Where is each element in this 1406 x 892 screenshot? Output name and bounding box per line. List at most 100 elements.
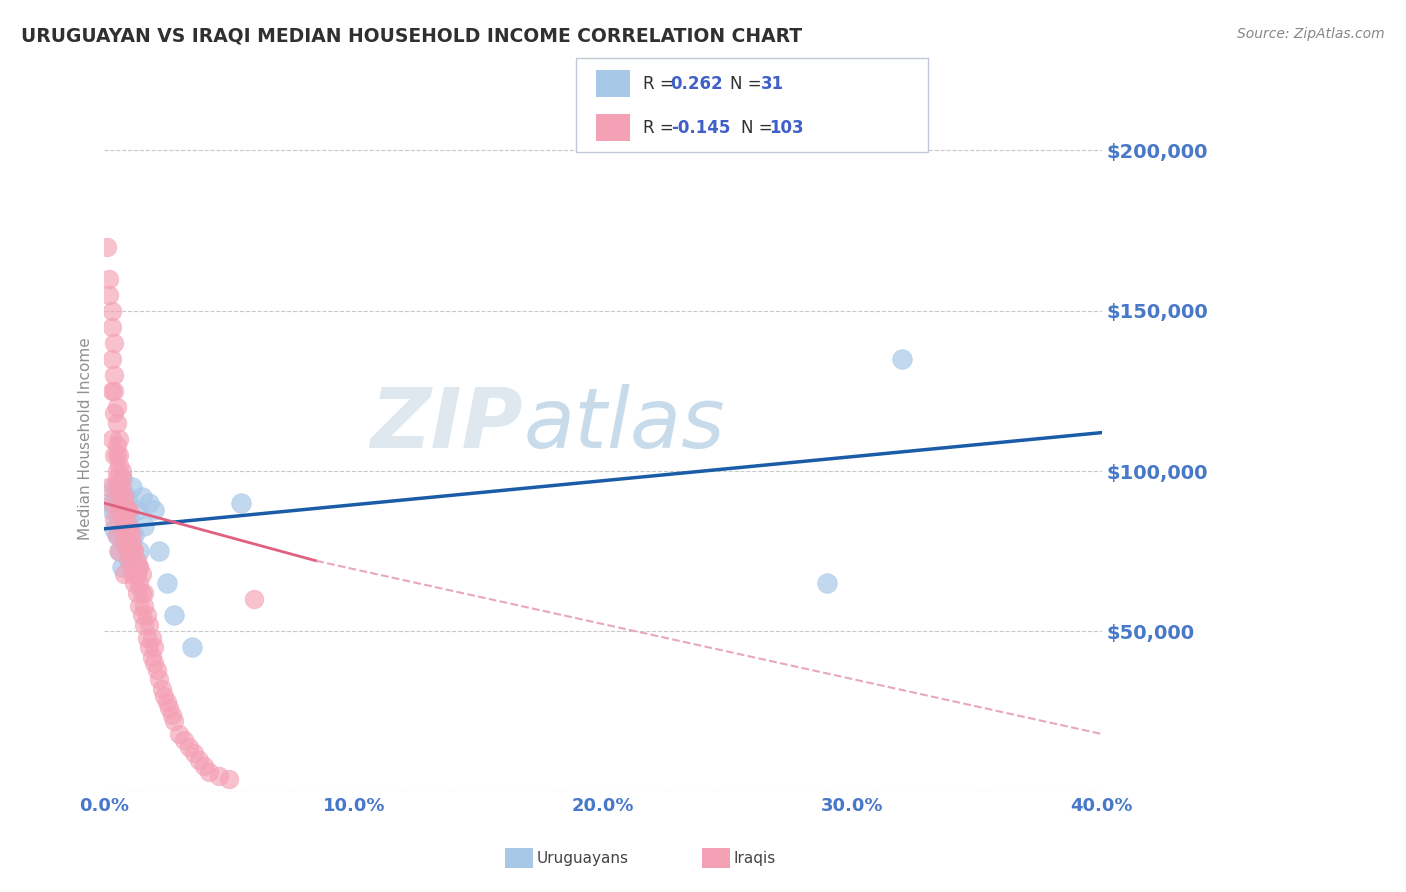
Point <box>108 496 131 510</box>
Point <box>134 518 156 533</box>
Point <box>108 432 131 446</box>
Point <box>112 502 135 516</box>
Point <box>105 400 128 414</box>
Point <box>124 560 146 574</box>
Point <box>815 576 838 591</box>
Point <box>156 695 179 709</box>
Point <box>108 544 131 558</box>
Point <box>118 544 141 558</box>
Point <box>143 502 166 516</box>
Point <box>101 502 124 516</box>
Point <box>157 701 180 715</box>
Point <box>101 432 124 446</box>
Point <box>108 512 131 526</box>
Point <box>121 534 143 549</box>
Point <box>188 753 211 767</box>
Point <box>198 765 221 780</box>
Point <box>131 490 153 504</box>
Text: atlas: atlas <box>523 384 725 466</box>
Point <box>108 544 131 558</box>
Text: Source: ZipAtlas.com: Source: ZipAtlas.com <box>1237 27 1385 41</box>
Point <box>111 480 134 494</box>
Point <box>138 496 160 510</box>
Point <box>103 384 125 398</box>
Point <box>193 759 215 773</box>
Point <box>125 502 148 516</box>
Point <box>141 631 163 645</box>
Point <box>153 689 176 703</box>
Point <box>134 586 156 600</box>
Point <box>96 240 118 254</box>
Point <box>128 560 150 574</box>
Point <box>112 512 135 526</box>
Point <box>98 480 121 494</box>
Point <box>131 586 153 600</box>
Point <box>111 470 134 484</box>
Point <box>112 490 135 504</box>
Text: ZIP: ZIP <box>371 384 523 466</box>
Point <box>138 640 160 655</box>
Point <box>115 544 138 558</box>
Point <box>163 714 186 728</box>
Point <box>125 586 148 600</box>
Point <box>124 544 146 558</box>
Point <box>105 416 128 430</box>
Point <box>112 534 135 549</box>
Point <box>118 518 141 533</box>
Point <box>156 576 179 591</box>
Point <box>891 351 914 366</box>
Point <box>105 528 128 542</box>
Point <box>105 470 128 484</box>
Point <box>108 448 131 462</box>
Point <box>105 490 128 504</box>
Point <box>128 576 150 591</box>
Point <box>103 406 125 420</box>
Point <box>105 464 128 478</box>
Point <box>98 287 121 301</box>
Point <box>101 384 124 398</box>
Point <box>167 727 190 741</box>
Text: N =: N = <box>730 75 766 93</box>
Point <box>231 496 253 510</box>
Point <box>125 566 148 581</box>
Text: R =: R = <box>643 75 679 93</box>
Point <box>101 303 124 318</box>
Text: -0.145: -0.145 <box>671 119 730 136</box>
Point <box>111 470 134 484</box>
Point <box>101 319 124 334</box>
Point <box>134 599 156 613</box>
Point <box>108 458 131 472</box>
Point <box>160 707 183 722</box>
Point <box>112 490 135 504</box>
Point <box>124 576 146 591</box>
Point <box>124 566 146 581</box>
Text: N =: N = <box>741 119 778 136</box>
Point <box>108 480 131 494</box>
Point <box>111 522 134 536</box>
Point <box>218 772 240 786</box>
Point <box>208 769 231 783</box>
Point <box>111 512 134 526</box>
Point <box>179 739 201 754</box>
Point <box>112 566 135 581</box>
Point <box>115 518 138 533</box>
Point <box>135 631 157 645</box>
Point <box>121 480 143 494</box>
Point <box>111 496 134 510</box>
Point <box>148 673 170 687</box>
Point <box>128 560 150 574</box>
Point <box>135 608 157 623</box>
Point <box>115 528 138 542</box>
Point <box>101 496 124 510</box>
Point <box>128 544 150 558</box>
Point <box>103 480 125 494</box>
Point <box>118 502 141 516</box>
Point <box>143 640 166 655</box>
Point <box>124 544 146 558</box>
Point <box>150 682 173 697</box>
Point <box>124 528 146 542</box>
Point <box>118 554 141 568</box>
Point <box>103 448 125 462</box>
Point <box>148 544 170 558</box>
Point <box>111 560 134 574</box>
